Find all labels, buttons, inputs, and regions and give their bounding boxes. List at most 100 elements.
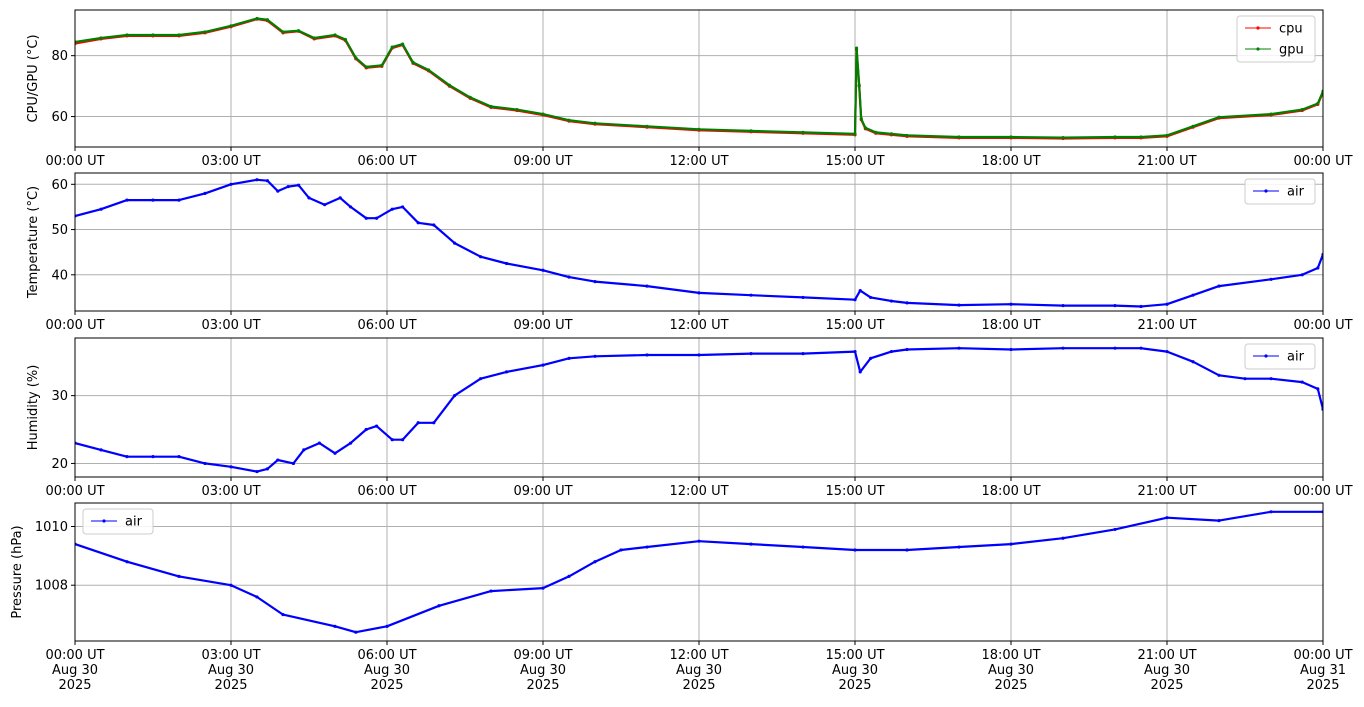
data-point-air [1139,346,1143,350]
panel-3: 00:00 UT 03:00 UT 06:00 UT 09:00 UT 12:00 UT… [26,337,1353,499]
data-point-gpu [697,127,701,131]
data-point-gpu [1009,135,1013,139]
data-point-air [286,184,290,189]
data-point-air [1165,516,1169,520]
data-point-air [364,427,368,432]
data-point-gpu [1191,124,1195,128]
legend: air [1244,343,1316,370]
data-point-air [333,624,337,628]
data-point-gpu [853,132,857,136]
data-point-gpu [854,46,859,50]
data-point-gpu [1139,135,1143,139]
x-tick-label: 00:00 UT Aug 31 2025 [1293,648,1352,693]
data-point-air [541,268,545,272]
panel-4: 00:00 UT Aug 30 2025 03:00 UT Aug 30 2025 06:0… [10,502,1353,693]
data-point-gpu [874,130,878,134]
x-tick-label: 00:00 UT [45,318,104,333]
data-point-air [307,196,311,200]
y-tick-label: 20 [51,457,68,472]
data-point-air [645,353,649,357]
data-point-gpu [541,112,545,116]
axes-frame [74,9,1324,148]
data-point-gpu [1300,107,1304,112]
legend-label-air: air [125,515,143,530]
data-point-gpu [354,56,358,60]
data-point-gpu [411,60,415,64]
x-tick-label: 12:00 UT Aug 30 2025 [669,648,728,693]
x-tick-label: 00:00 UT Aug 30 2025 [45,648,104,693]
legend: air [82,508,154,535]
x-tick-label: 03:00 UT [201,318,260,333]
data-point-air [593,560,597,564]
y-axis-label: Pressure (hPa) [10,525,25,618]
data-point-gpu [1316,101,1320,106]
data-point-air [889,349,894,354]
data-point-air [869,356,873,360]
legend: cpu gpu [1236,15,1316,63]
x-tick-label: 03:00 UT [201,484,260,499]
data-point-air [401,438,405,442]
data-point-gpu [343,37,347,42]
x-tick-label: 03:00 UT Aug 30 2025 [201,648,260,693]
data-point-gpu [889,132,894,136]
y-tick-label: 50 [51,223,68,238]
data-point-air [416,221,420,225]
data-point-air [333,451,337,455]
data-point-gpu [749,129,753,133]
data-point-air [265,179,269,183]
x-tick-label: 09:00 UT [513,318,572,333]
data-point-air [349,441,353,445]
x-tick-label: 15:00 UT [825,318,884,333]
y-tick-label: 1008 [35,579,68,594]
data-point-air [1316,266,1320,270]
data-point-air [229,583,233,587]
data-point-gpu [401,42,405,46]
data-point-gpu [297,29,301,33]
data-point-air [957,545,961,549]
data-point-air [276,458,280,462]
data-point-gpu [859,117,863,121]
data-point-air [1061,303,1065,308]
data-point-air [1217,284,1221,288]
data-point-gpu [468,95,472,99]
data-point-air [354,630,358,634]
data-point-gpu [390,45,394,49]
data-point-air [1165,349,1169,354]
data-point-air [1300,380,1304,384]
panel-1: 00:00 UT 03:00 UT 06:00 UT 09:00 UT 12:00 UT… [26,9,1353,169]
series-line-gpu [75,17,1323,139]
data-point-air [1061,536,1065,540]
data-point-gpu [645,124,649,128]
data-point-air [697,353,701,357]
x-tick-label: 06:00 UT Aug 30 2025 [357,648,416,693]
data-point-air [801,351,805,356]
data-point-air [567,574,571,579]
data-point-air [905,301,909,305]
data-point-air [749,293,753,297]
x-tick-label: 00:00 UT [45,154,104,169]
x-tick-label: 15:00 UT [825,154,884,169]
data-point-gpu [515,107,519,112]
data-point-air [593,279,597,284]
x-tick-label: 18:00 UT [981,154,1040,169]
x-tick-label: 15:00 UT Aug 30 2025 [825,648,884,693]
data-point-air [1139,304,1143,309]
data-point-air [1009,542,1013,546]
x-tick-label: 12:00 UT [669,484,728,499]
data-point-air [1316,387,1320,391]
data-point-air [125,198,129,202]
series-air [75,346,1323,474]
data-point-air [905,347,909,352]
data-point-air [1113,346,1117,350]
x-tick-label: 21:00 UT [1137,484,1196,499]
y-tick-label: 40 [51,268,68,283]
data-point-air [697,539,701,543]
data-point-air [375,424,379,428]
data-point-gpu [1217,115,1221,119]
data-point-air [291,461,295,466]
data-point-air [905,548,909,552]
data-point-gpu [364,65,368,69]
series-air [75,178,1323,309]
data-point-air [453,241,457,245]
data-point-air [505,370,509,374]
